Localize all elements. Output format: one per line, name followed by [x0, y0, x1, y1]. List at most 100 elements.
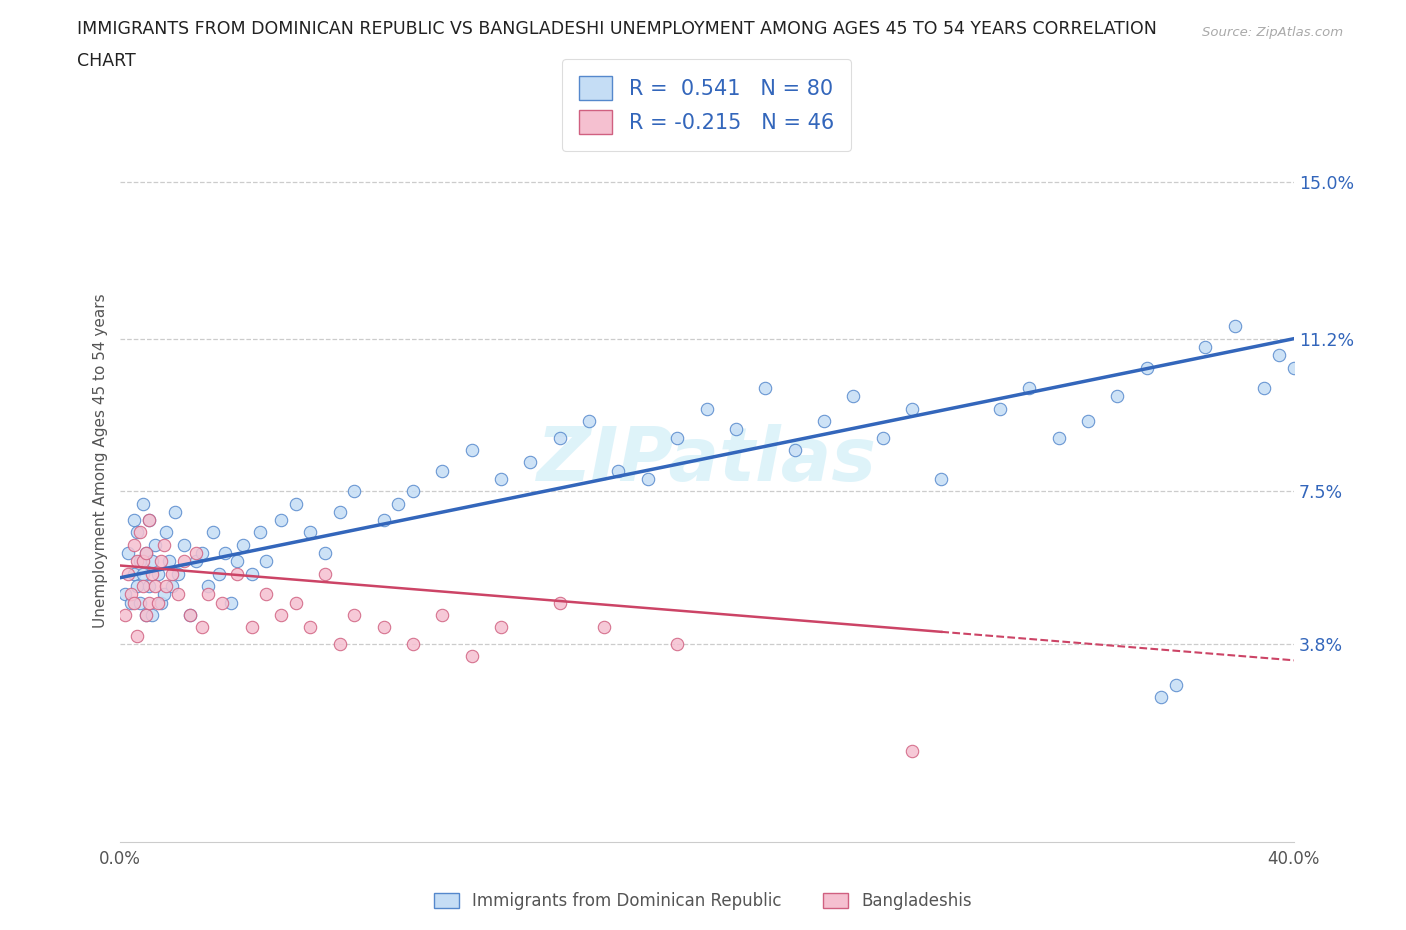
Point — [666, 431, 689, 445]
Point — [143, 578, 166, 593]
Legend: Immigrants from Dominican Republic, Bangladeshis: Immigrants from Dominican Republic, Bang… — [427, 885, 979, 917]
Point — [157, 554, 180, 569]
Point — [460, 443, 484, 458]
Point — [197, 587, 219, 602]
Point — [184, 554, 207, 569]
Text: Source: ZipAtlas.com: Source: ZipAtlas.com — [1202, 26, 1343, 39]
Point — [155, 578, 177, 593]
Point — [489, 472, 512, 486]
Point — [135, 607, 157, 622]
Text: ZIPatlas: ZIPatlas — [537, 424, 876, 497]
Point — [135, 546, 157, 561]
Point — [219, 595, 242, 610]
Point — [1282, 360, 1305, 375]
Point — [666, 636, 689, 651]
Point — [138, 512, 160, 527]
Point — [132, 554, 155, 569]
Point — [901, 743, 924, 758]
Point — [432, 607, 454, 622]
Point — [240, 620, 263, 635]
Point — [240, 566, 263, 581]
Point — [696, 402, 718, 417]
Point — [1047, 431, 1070, 445]
Text: IMMIGRANTS FROM DOMINICAN REPUBLIC VS BANGLADESHI UNEMPLOYMENT AMONG AGES 45 TO : IMMIGRANTS FROM DOMINICAN REPUBLIC VS BA… — [77, 20, 1157, 38]
Point — [152, 538, 174, 552]
Point — [143, 538, 166, 552]
Point — [592, 620, 614, 635]
Point — [329, 504, 352, 519]
Point — [179, 607, 201, 622]
Point — [872, 431, 894, 445]
Point — [1164, 678, 1187, 693]
Point — [120, 587, 142, 602]
Point — [1268, 348, 1291, 363]
Point — [1150, 690, 1173, 705]
Point — [314, 546, 336, 561]
Point — [114, 607, 136, 622]
Point — [724, 422, 747, 437]
Point — [173, 554, 195, 569]
Point — [299, 620, 322, 635]
Point — [548, 431, 571, 445]
Point — [127, 628, 149, 643]
Point — [387, 497, 409, 512]
Point — [637, 472, 659, 486]
Point — [120, 595, 142, 610]
Point — [402, 636, 425, 651]
Point — [284, 497, 307, 512]
Point — [225, 566, 249, 581]
Point — [146, 566, 169, 581]
Point — [343, 484, 366, 498]
Point — [460, 649, 484, 664]
Point — [284, 595, 307, 610]
Point — [373, 512, 395, 527]
Point — [138, 578, 160, 593]
Point — [141, 607, 163, 622]
Point — [122, 595, 145, 610]
Point — [135, 607, 157, 622]
Point — [901, 402, 924, 417]
Point — [1018, 380, 1040, 395]
Point — [208, 566, 231, 581]
Point — [607, 463, 630, 478]
Point — [190, 546, 212, 561]
Point — [931, 472, 953, 486]
Point — [402, 484, 425, 498]
Point — [117, 566, 139, 581]
Point — [1136, 360, 1159, 375]
Point — [783, 443, 806, 458]
Point — [249, 525, 271, 540]
Point — [162, 578, 184, 593]
Point — [167, 587, 190, 602]
Point — [489, 620, 512, 635]
Point — [1253, 380, 1275, 395]
Point — [343, 607, 366, 622]
Point — [132, 497, 155, 512]
Point — [254, 554, 277, 569]
Point — [270, 512, 292, 527]
Point — [141, 566, 163, 581]
Point — [122, 512, 145, 527]
Point — [127, 525, 149, 540]
Point — [127, 554, 149, 569]
Point — [519, 455, 541, 470]
Point — [232, 538, 254, 552]
Point — [146, 595, 169, 610]
Point — [270, 607, 292, 622]
Point — [1223, 319, 1246, 334]
Point — [122, 538, 145, 552]
Point — [165, 504, 187, 519]
Point — [1077, 414, 1099, 429]
Point — [202, 525, 225, 540]
Point — [314, 566, 336, 581]
Y-axis label: Unemployment Among Ages 45 to 54 years: Unemployment Among Ages 45 to 54 years — [93, 293, 108, 628]
Point — [149, 554, 172, 569]
Point — [254, 587, 277, 602]
Point — [842, 389, 865, 404]
Point — [1194, 339, 1216, 354]
Point — [432, 463, 454, 478]
Point — [225, 554, 249, 569]
Point — [114, 587, 136, 602]
Point — [127, 578, 149, 593]
Point — [988, 402, 1011, 417]
